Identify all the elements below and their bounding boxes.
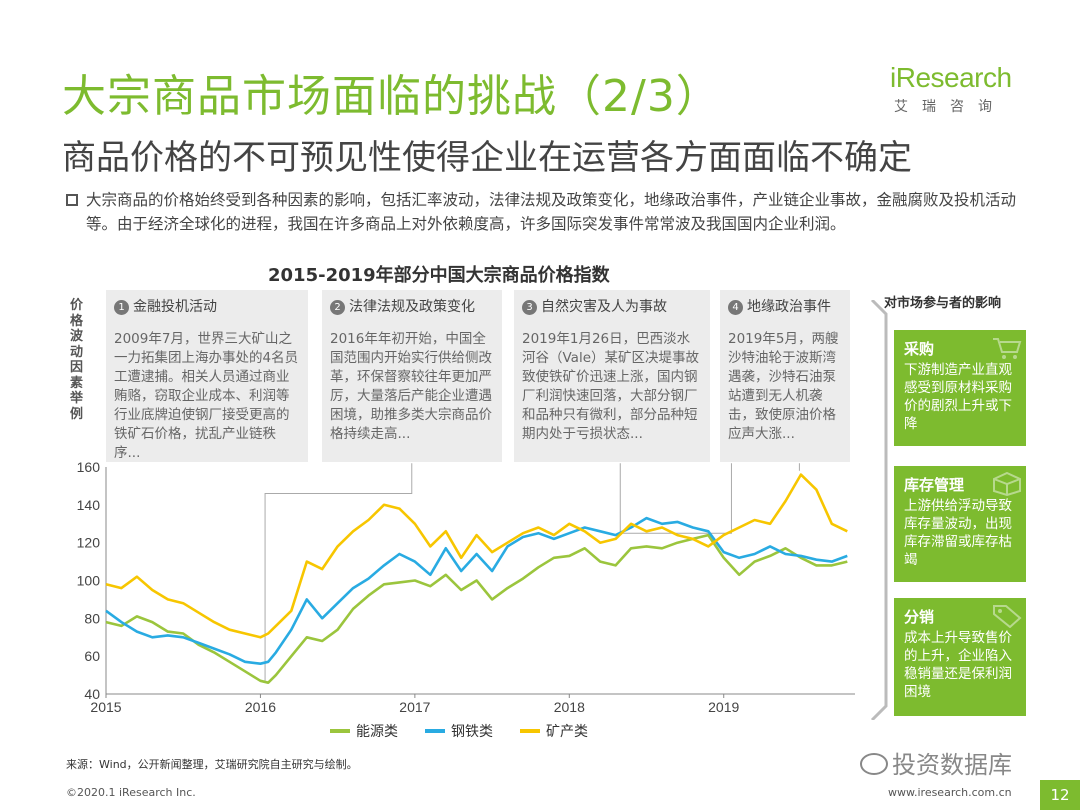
- x-tick-label: 2019: [708, 699, 739, 715]
- chart-legend: 能源类 钢铁类 矿产类: [330, 724, 588, 740]
- x-tick-label: 2016: [245, 699, 276, 715]
- card-title: 金融投机活动: [133, 299, 217, 315]
- x-tick-label: 2017: [399, 699, 430, 715]
- y-tick-label: 160: [77, 459, 101, 475]
- card-header: 2 法律法规及政策变化: [330, 296, 475, 316]
- card-text: 2016年年初开始，中国全国范围内开始实行供给侧改革，环保督察较往年更加严厉，大…: [330, 331, 492, 442]
- x-tick-label: 2015: [90, 699, 121, 715]
- event-card-4: 4 地缘政治事件 2019年5月，两艘沙特油轮于波斯湾遇袭，沙特石油泵站遭到无人机…: [720, 290, 850, 462]
- square-bullet-icon: [66, 194, 78, 206]
- chart-title: 2015-2019年部分中国大宗商品价格指数: [268, 265, 610, 286]
- number-badge: 4: [728, 300, 743, 315]
- iresearch-logo: iResearch 艾瑞咨询: [890, 62, 1030, 122]
- event-card-1: 1 金融投机活动 2009年7月，世界三大矿山之一力拓集团上海办事处的4名员工遭逮…: [106, 290, 308, 462]
- impact-title: 库存管理: [904, 476, 965, 494]
- y-tick-label: 60: [84, 648, 100, 664]
- number-badge: 1: [114, 300, 129, 315]
- series-line-3: [105, 473, 848, 639]
- cart-icon: [993, 338, 1022, 359]
- impact-text: 下游制造产业直观感受到原材料采购价的剧烈上升或下降: [904, 362, 1012, 432]
- event-card-2: 2 法律法规及政策变化 2016年年初开始，中国全国范围内开始实行供给侧改革，环保…: [322, 290, 502, 462]
- legend-label: 矿产类: [546, 724, 588, 740]
- impact-title: 分销: [904, 608, 935, 626]
- y-tick-label: 100: [77, 573, 101, 589]
- page-title: 大宗商品市场面临的挑战（2/3）: [62, 71, 721, 122]
- card-title: 自然灾害及人为事故: [541, 299, 667, 315]
- impact-title: 采购: [904, 340, 935, 358]
- copyright: ©2020.1 iResearch Inc.: [66, 786, 196, 799]
- tag-icon: [993, 605, 1022, 628]
- number-badge: 3: [522, 300, 537, 315]
- impact-box-inventory: 库存管理 上游供给浮动导致库存量波动，出现库存滞留或库存枯竭: [894, 466, 1026, 582]
- price-index-chart: 40 60 80 100 120 140 160 2015 2016 2017 2018 2019 能…: [77, 459, 855, 740]
- impact-box-purchase: 采购 下游制造产业直观感受到原材料采购价的剧烈上升或下降: [894, 330, 1026, 446]
- series-line-2: [105, 516, 848, 665]
- y-tick-label: 80: [84, 610, 100, 626]
- source-note: 来源：Wind，公开新闻整理，艾瑞研究院自主研究与绘制。: [66, 758, 358, 771]
- chart-axes: 40 60 80 100 120 140 160 2015 2016 2017 2018 2019: [77, 459, 855, 715]
- chart-series: [105, 473, 848, 684]
- logo-subtext: 艾瑞咨询: [894, 99, 1006, 115]
- card-title: 地缘政治事件: [747, 299, 831, 315]
- x-tick-label: 2018: [554, 699, 585, 715]
- watermark-text: 投资数据库: [892, 751, 1012, 779]
- card-header: 3 自然灾害及人为事故: [522, 296, 667, 316]
- impact-text: 成本上升导致售价的上升，企业陷入稳销量还是保利润困境: [904, 630, 1012, 700]
- page-number: 12: [1040, 780, 1080, 810]
- connector-line: [264, 463, 413, 681]
- legend-label: 能源类: [356, 724, 398, 740]
- card-title: 法律法规及政策变化: [349, 299, 475, 315]
- intro-text: 大宗商品的价格始终受到各种因素的影响，包括汇率波动，法律法规及政策变化，地缘政治…: [86, 191, 1017, 233]
- vertical-label: 价格波动因素举例: [70, 298, 84, 422]
- event-card-3: 3 自然灾害及人为事故 2019年1月26日，巴西淡水河谷（Vale）某矿区决堤事…: [514, 290, 710, 462]
- card-header: 1 金融投机活动: [114, 296, 217, 316]
- y-tick-label: 120: [77, 535, 101, 551]
- card-text: 2019年5月，两艘沙特油轮于波斯湾遇袭，沙特石油泵站遭到无人机袭击，致使原油价…: [728, 331, 839, 442]
- impact-text: 上游供给浮动导致库存量波动，出现库存滞留或库存枯竭: [904, 498, 1012, 568]
- card-text: 2019年1月26日，巴西淡水河谷（Vale）某矿区决堤事故致使铁矿价迅速上涨，…: [522, 331, 700, 442]
- page-subtitle: 商品价格的不可预见性使得企业在运营各方面面临不确定: [62, 138, 912, 178]
- card-text: 2009年7月，世界三大矿山之一力拓集团上海办事处的4名员工遭逮捕。相关人员通过…: [114, 331, 299, 461]
- series-line-1: [105, 533, 848, 684]
- impact-heading: 对市场参与者的影响: [884, 296, 1002, 311]
- card-header: 4 地缘政治事件: [728, 296, 831, 316]
- logo-text: iResearch: [890, 62, 1012, 93]
- intro-paragraph: 大宗商品的价格始终受到各种因素的影响，包括汇率波动，法律法规及政策变化，地缘政治…: [64, 188, 1034, 236]
- impact-bracket-icon: [870, 300, 888, 720]
- box-icon: [993, 472, 1021, 496]
- watermark: 投资数据库: [860, 745, 1012, 780]
- impact-box-distribution: 分销 成本上升导致售价的上升，企业陷入稳销量还是保利润困境: [894, 598, 1026, 716]
- y-tick-label: 40: [84, 686, 100, 702]
- wechat-icon: [860, 753, 888, 775]
- legend-label: 钢铁类: [451, 724, 493, 740]
- website-url: www.iresearch.com.cn: [888, 786, 1012, 799]
- number-badge: 2: [330, 300, 345, 315]
- y-tick-label: 140: [77, 497, 101, 513]
